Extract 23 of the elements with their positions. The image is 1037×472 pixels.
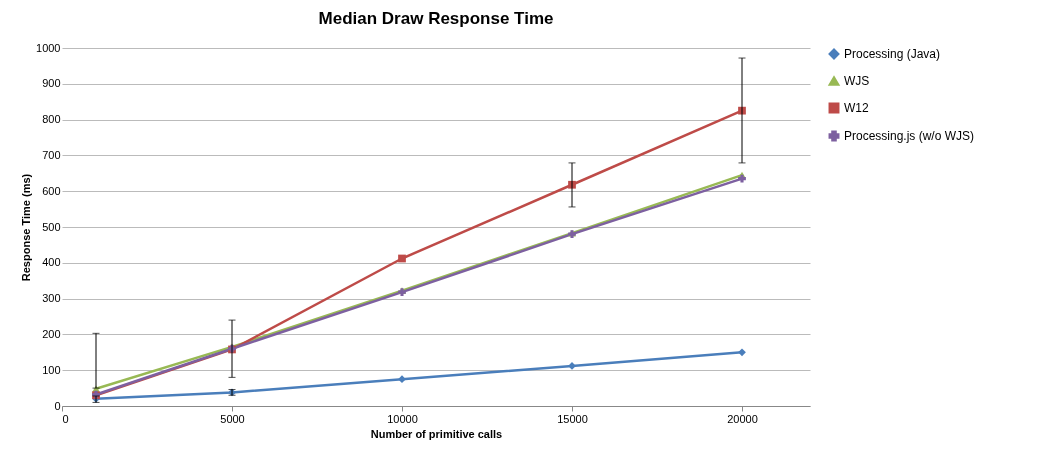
x-tick-label: 0 bbox=[62, 412, 69, 425]
y-tick-label: 900 bbox=[42, 77, 61, 90]
y-tick-label: 500 bbox=[42, 220, 61, 233]
y-tick-label: 200 bbox=[42, 327, 61, 340]
y-tick-label: 1000 bbox=[36, 41, 61, 54]
y-tick-label: 800 bbox=[42, 113, 61, 126]
chart-title: Median Draw Response Time bbox=[318, 9, 554, 28]
x-tick-label: 10000 bbox=[387, 412, 418, 425]
legend-label: W12 bbox=[844, 101, 869, 115]
y-tick-label: 600 bbox=[42, 184, 61, 197]
x-tick-label: 15000 bbox=[557, 412, 588, 425]
y-tick-label: 400 bbox=[42, 256, 61, 269]
x-axis-title: Number of primitive calls bbox=[370, 427, 503, 440]
legend-label: Processing.js (w/o WJS) bbox=[844, 129, 975, 143]
y-tick-label: 300 bbox=[42, 292, 61, 305]
legend-label: WJS bbox=[844, 74, 870, 88]
y-axis-title: Response Time (ms) bbox=[20, 173, 33, 282]
y-tick-label: 100 bbox=[42, 363, 61, 376]
legend-label: Processing (Java) bbox=[844, 47, 941, 61]
y-tick-label: 700 bbox=[42, 148, 61, 161]
x-tick-label: 20000 bbox=[727, 412, 758, 425]
y-tick-label: 0 bbox=[54, 399, 61, 412]
x-tick-label: 5000 bbox=[220, 412, 245, 425]
